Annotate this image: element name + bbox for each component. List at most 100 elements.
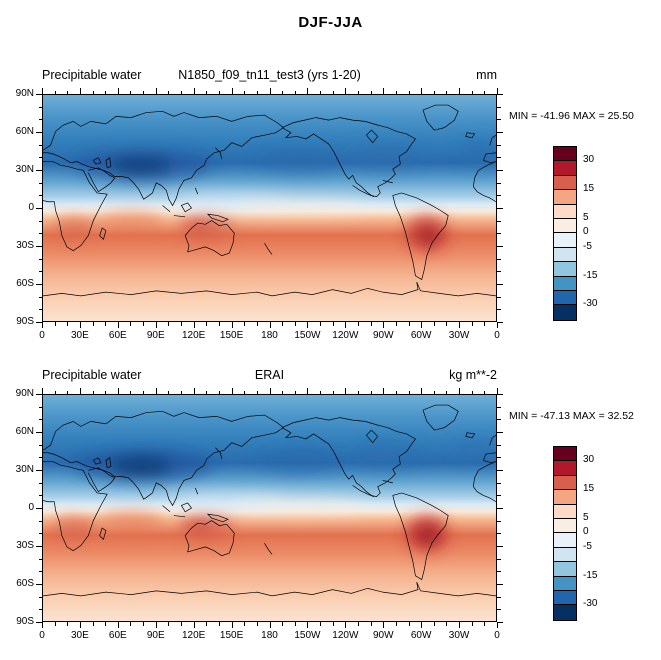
lat-tick — [497, 233, 501, 235]
lat-tick — [497, 322, 503, 323]
lon-tick — [421, 88, 423, 94]
lat-tick — [36, 394, 42, 395]
world-map-svg — [43, 395, 496, 621]
lat-tick — [38, 106, 42, 108]
lat-tick — [36, 322, 42, 323]
lon-tick — [357, 322, 359, 326]
lon-tick — [117, 622, 119, 628]
colorbar-tick-label: 5 — [583, 512, 589, 523]
lon-tick-label: 60W — [410, 630, 432, 641]
lon-tick — [168, 90, 170, 94]
colorbar-tick-label: -30 — [583, 598, 598, 610]
lon-tick — [408, 622, 410, 626]
lat-tick — [38, 495, 42, 497]
lat-tick — [38, 271, 42, 273]
lon-tick-label: 0 — [39, 330, 45, 341]
lon-tick — [345, 622, 347, 628]
lat-tick-label: 0 — [28, 202, 34, 213]
lon-tick — [408, 322, 410, 326]
lon-tick — [256, 390, 258, 394]
lon-tick — [320, 622, 322, 626]
panel-erai: Precipitable water ERAI kg m**-2 MIN = -… — [0, 360, 661, 660]
lon-tick — [433, 622, 435, 626]
world-map-svg — [43, 95, 496, 321]
lat-tick-label: 90N — [15, 88, 34, 99]
lon-tick — [206, 390, 208, 394]
colorbar-box — [554, 204, 576, 219]
lon-tick — [155, 88, 157, 94]
lon-tick — [218, 322, 220, 326]
lon-tick — [383, 322, 385, 328]
lon-tick — [244, 622, 246, 626]
colorbar-tick-label: -5 — [583, 240, 592, 252]
lat-tick — [38, 520, 42, 522]
lon-tick — [130, 622, 132, 626]
lon-tick — [307, 88, 309, 94]
colorbar — [553, 146, 577, 321]
lon-tick — [42, 88, 43, 94]
colorbar-box — [554, 305, 576, 320]
lon-tick-label: 30W — [448, 330, 470, 341]
lon-tick-label: 90E — [146, 330, 165, 341]
panel-units-label: kg m**-2 — [449, 368, 497, 382]
lat-tick — [497, 182, 501, 184]
lon-tick — [67, 622, 69, 626]
lon-tick — [433, 322, 435, 326]
colorbar-tick-label: -30 — [583, 298, 598, 310]
lat-tick-label: 30N — [15, 164, 34, 175]
lon-tick — [307, 622, 309, 628]
lon-tick — [42, 388, 43, 394]
lon-tick — [42, 622, 43, 628]
lat-tick — [497, 144, 501, 146]
lon-tick — [79, 622, 81, 628]
colorbar-box — [554, 262, 576, 277]
lon-tick — [497, 322, 498, 328]
lon-tick — [105, 622, 107, 626]
lon-tick — [484, 622, 486, 626]
lon-tick — [421, 388, 423, 394]
lat-tick — [497, 258, 501, 260]
lon-tick — [231, 322, 233, 328]
lon-tick-label: 120E — [181, 630, 206, 641]
lat-tick — [497, 94, 503, 95]
min-max-label: MIN = -47.13 MAX = 32.52 — [509, 410, 634, 422]
lon-tick — [54, 322, 56, 326]
colorbar-box — [554, 562, 576, 577]
lon-tick — [332, 622, 334, 626]
colorbar-box — [554, 290, 576, 306]
lat-tick — [497, 457, 501, 459]
lat-tick — [38, 482, 42, 484]
lon-tick-label: 30E — [71, 630, 89, 641]
lon-tick — [471, 90, 473, 94]
lon-tick-label: 0 — [494, 630, 500, 641]
lon-tick — [54, 622, 56, 626]
lon-tick — [332, 90, 334, 94]
lat-tick — [38, 596, 42, 598]
lon-tick — [345, 88, 347, 94]
lon-tick — [383, 622, 385, 628]
lat-tick — [36, 170, 42, 171]
lon-tick — [345, 388, 347, 394]
colorbar-box — [554, 175, 576, 191]
lat-tick — [38, 119, 42, 121]
lon-tick — [332, 322, 334, 326]
lon-tick — [320, 390, 322, 394]
lon-tick-label: 120W — [332, 630, 359, 641]
lon-tick — [193, 622, 195, 628]
colorbar-box — [554, 533, 576, 548]
lon-tick — [307, 388, 309, 394]
lat-tick — [38, 195, 42, 197]
colorbar-box — [554, 276, 576, 291]
lon-tick — [67, 90, 69, 94]
lon-tick — [497, 622, 498, 628]
lon-tick — [231, 622, 233, 628]
lon-tick — [231, 388, 233, 394]
coastlines — [43, 404, 496, 597]
colorbar-box — [554, 190, 576, 205]
lon-tick — [370, 622, 372, 626]
lon-tick-label: 120W — [332, 330, 359, 341]
lat-tick — [497, 546, 503, 547]
lon-tick — [92, 90, 94, 94]
lat-tick — [497, 106, 501, 108]
lon-tick-label: 180 — [261, 630, 278, 641]
